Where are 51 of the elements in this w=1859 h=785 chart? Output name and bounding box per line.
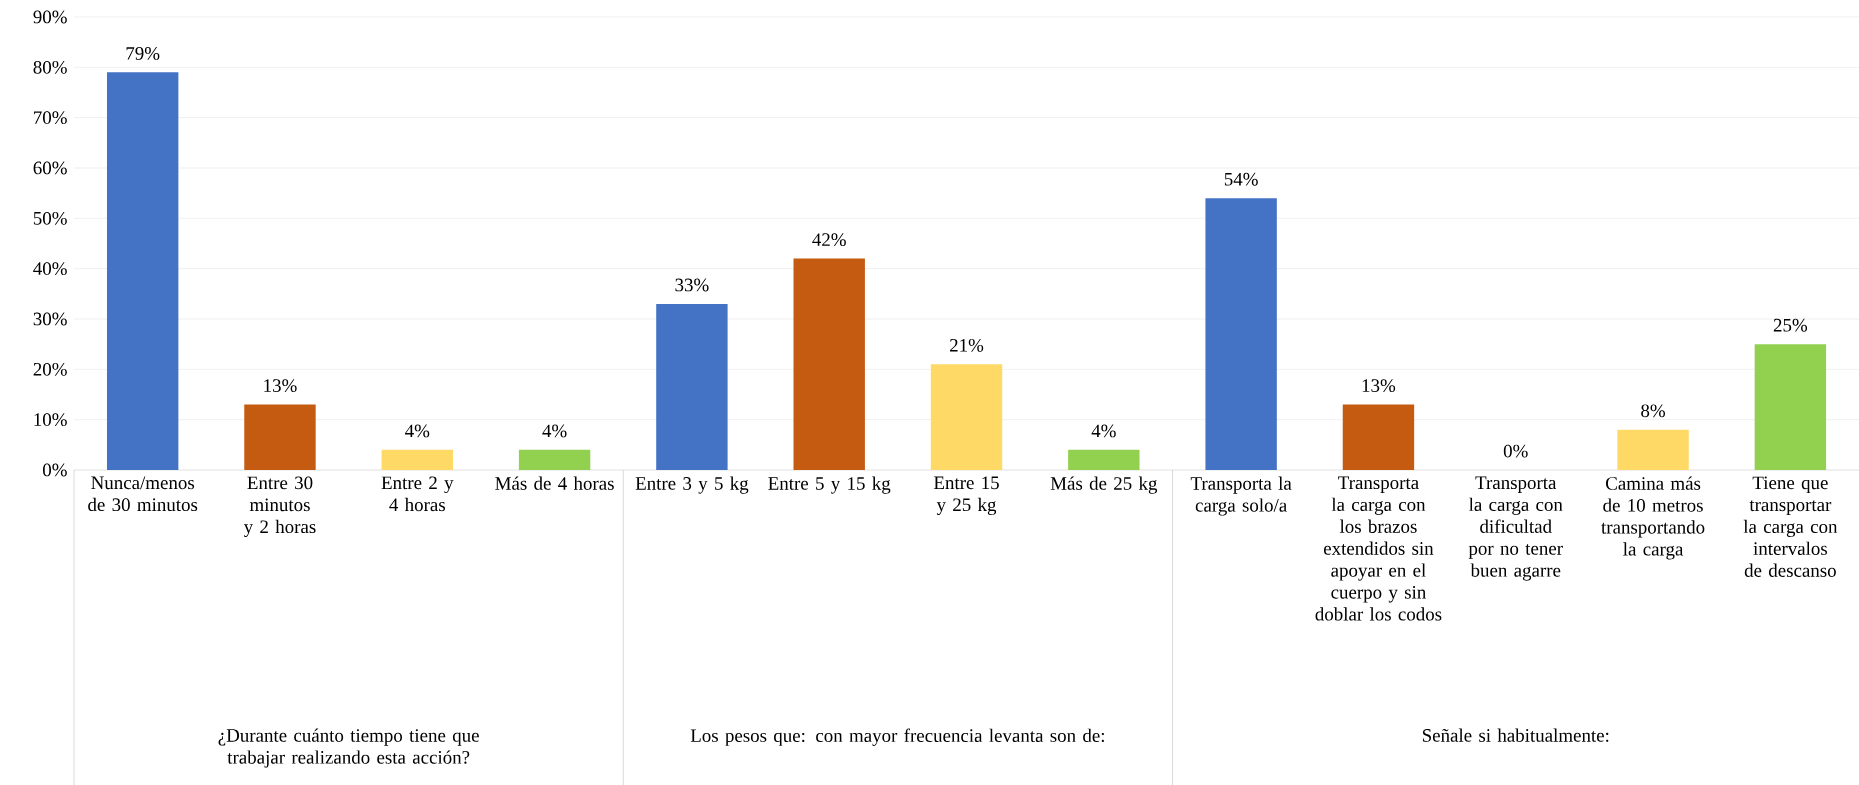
data-label: 25%	[1773, 318, 1808, 332]
x-tick-label: Más de 4 horas	[495, 476, 614, 490]
data-label: 13%	[1362, 379, 1396, 393]
bar	[656, 303, 728, 470]
bar	[518, 449, 591, 470]
x-axis-title: Señale si habitualmente:	[1422, 728, 1609, 742]
bar	[1617, 429, 1689, 470]
y-tick-label: 20%	[33, 362, 67, 376]
y-tick-label: 90%	[33, 10, 67, 24]
data-label: 33%	[675, 278, 709, 292]
data-label: 13%	[264, 379, 297, 393]
x-axis-title: ¿Durante cuánto tiempo tiene que trabajar realizando esta acción?	[218, 728, 479, 768]
x-tick-label: Transporta la carga con los brazos extendidos sin apoyar en el cuerpo y sin doblar los codos	[1315, 476, 1442, 621]
x-tick-label: Camina más de 10 metros transportando la carga	[1601, 476, 1705, 560]
data-label: 4%	[542, 424, 567, 438]
data-label: 8%	[1641, 404, 1666, 418]
y-tick-label: 30%	[33, 312, 67, 326]
y-tick-label: 40%	[33, 262, 67, 276]
bar	[1205, 198, 1277, 470]
y-tick-label: 50%	[33, 211, 67, 225]
x-tick-label: Transporta la carga con dificultad por no tener buen agarre	[1468, 476, 1563, 581]
x-axis-title: Los pesos que: con mayor frecuencia levanta son de:	[690, 728, 1104, 746]
bar	[381, 449, 453, 470]
y-tick-label: 60%	[33, 161, 67, 175]
data-label: 4%	[1091, 424, 1116, 438]
x-tick-label: Más de 25 kg	[1050, 476, 1158, 494]
bar	[244, 404, 316, 470]
data-label: 42%	[812, 233, 846, 247]
bar	[1754, 344, 1827, 470]
bar	[1342, 404, 1415, 470]
bar	[793, 258, 865, 470]
bar	[1068, 449, 1140, 470]
y-tick-label: 0%	[42, 463, 67, 477]
x-tick-label: Tiene que transportar la carga con intervalos de descanso	[1743, 476, 1838, 577]
data-label: 79%	[126, 47, 160, 60]
x-tick-label: Nunca/menos de 30 minutos	[88, 476, 198, 512]
y-tick-label: 10%	[34, 413, 67, 427]
x-tick-label: Entre 15 y 25 kg	[933, 476, 999, 515]
bar	[106, 72, 179, 470]
data-label: 0%	[1503, 444, 1528, 458]
y-tick-label: 80%	[33, 60, 67, 74]
x-tick-label: Transporta la carga solo/a	[1190, 476, 1292, 516]
data-label: 54%	[1224, 172, 1258, 186]
data-label: 4%	[405, 424, 430, 438]
y-tick-label: 70%	[34, 111, 67, 125]
x-tick-label: Entre 3 y 5 kg	[635, 476, 749, 494]
data-label: 21%	[950, 338, 984, 352]
x-tick-label: Entre 2 y 4 horas	[381, 476, 454, 512]
x-tick-label: Entre 30 minutos y 2 horas	[243, 476, 316, 537]
x-tick-label: Entre 5 y 15 kg	[768, 476, 891, 494]
bar	[930, 364, 1003, 470]
